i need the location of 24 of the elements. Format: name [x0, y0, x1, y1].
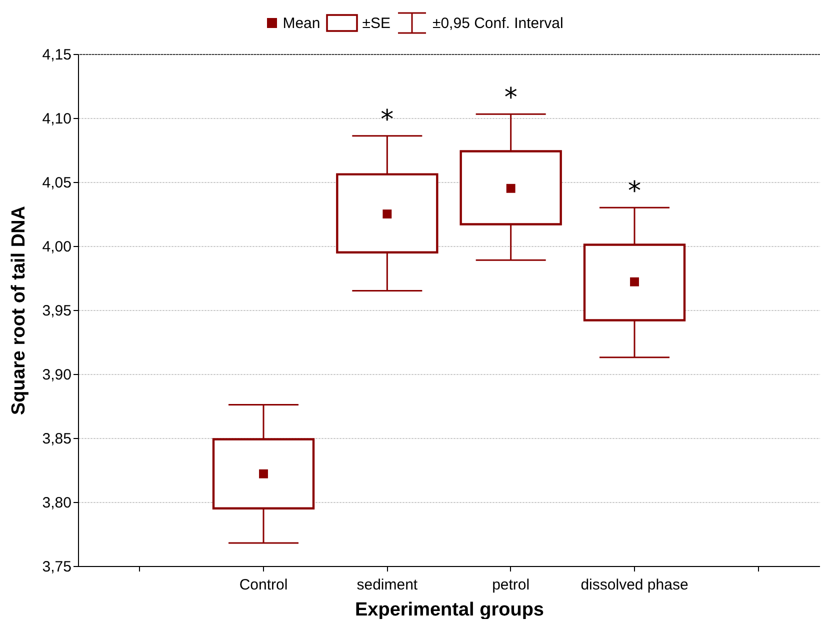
- x-tick-label: dissolved phase: [580, 576, 688, 594]
- y-tick-label: 4,00: [42, 238, 72, 256]
- point: [630, 277, 639, 286]
- annotation: *: [628, 176, 641, 207]
- point: [506, 184, 516, 193]
- legend-label: ±SE: [362, 14, 390, 32]
- y-tick-label: 3,80: [42, 494, 72, 512]
- y-tick-label: 4,05: [42, 174, 72, 192]
- text: ±0,95 Conf. Interval: [432, 14, 564, 32]
- y-tick-label: 3,75: [42, 558, 72, 576]
- legend-label: Mean: [282, 14, 320, 32]
- y-tick-label: 3,95: [42, 302, 72, 320]
- y-tick-label: 3,90: [42, 366, 72, 384]
- y-axis-title: Square root of tail DNA: [8, 206, 30, 416]
- y-tick-label: 4,10: [42, 110, 72, 128]
- annotation: *: [380, 104, 394, 135]
- x-tick-label: petrol: [492, 576, 530, 594]
- y-tick-label: 3,85: [42, 430, 72, 448]
- annotation: *: [504, 83, 518, 114]
- y-tick-label: 4,15: [42, 46, 72, 64]
- point: [259, 469, 268, 478]
- x-tick-label: Control: [239, 576, 288, 594]
- point: [382, 210, 392, 218]
- x-tick-label: sediment: [356, 576, 418, 594]
